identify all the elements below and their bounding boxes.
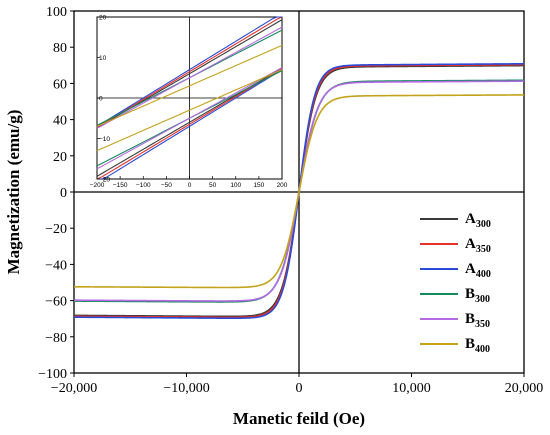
inset-y-tick-label: −10 xyxy=(99,136,110,143)
y-tick-label: −60 xyxy=(45,295,67,310)
inset-x-tick-label: −100 xyxy=(136,182,151,189)
inset-series-a350-upper xyxy=(96,16,283,128)
x-tick-label: 10,000 xyxy=(392,381,431,396)
inset-series-b350-lower xyxy=(96,67,283,170)
y-axis-title: Magnetization (emu/g) xyxy=(4,110,23,275)
inset-x-tick-label: 50 xyxy=(209,182,217,189)
y-tick-label: 0 xyxy=(60,186,67,201)
y-tick-label: 60 xyxy=(53,77,67,92)
inset-y-tick-label: 0 xyxy=(99,96,103,103)
y-tick-label: 80 xyxy=(53,41,67,56)
inset-series-b350-upper xyxy=(96,26,283,129)
inset-x-tick-label: 0 xyxy=(188,182,192,189)
inset-series-a400-upper xyxy=(96,16,282,127)
main-series-group xyxy=(73,62,525,319)
y-tick-label: 40 xyxy=(53,114,67,129)
inset-x-tick-label: 100 xyxy=(230,182,241,189)
inset-series-b400-upper xyxy=(96,44,283,127)
inset-x-tick-label: −50 xyxy=(161,182,172,189)
y-tick-label: −80 xyxy=(45,331,67,346)
x-tick-label: 0 xyxy=(296,381,303,396)
y-tick-label: −100 xyxy=(38,367,67,382)
inset-x-tick-label: 150 xyxy=(253,182,264,189)
legend-label-b300: B300 xyxy=(465,286,490,305)
legend: A300 A350 A400 B300 B350 B400 xyxy=(420,211,491,355)
legend-label-a350: A350 xyxy=(465,236,491,255)
x-tick-label: 20,000 xyxy=(505,381,544,396)
series-b400 xyxy=(74,94,524,289)
inset-x-tick-label: 200 xyxy=(277,182,288,189)
x-axis-title: Manetic feild (Oe) xyxy=(233,409,365,428)
inset-y-tick-label: 10 xyxy=(99,55,107,62)
inset-x-tick-label: −150 xyxy=(113,182,128,189)
inset-zero-axes xyxy=(97,17,282,179)
inset-x-tick-label: −200 xyxy=(90,182,105,189)
y-tick-label: 100 xyxy=(46,5,67,20)
inset-series-a350-lower xyxy=(96,68,283,180)
inset-y-tick-label: −20 xyxy=(99,177,110,184)
y-tick-label: −20 xyxy=(45,222,67,237)
inset-y-tick-label: 20 xyxy=(99,15,107,22)
y-tick-label: 20 xyxy=(53,150,67,165)
legend-label-b400: B400 xyxy=(465,336,490,355)
legend-label-a300: A300 xyxy=(465,211,491,230)
inset-series-a400-lower xyxy=(97,69,283,180)
legend-label-a400: A400 xyxy=(465,261,491,280)
y-tick-label: −40 xyxy=(45,258,67,273)
legend-label-b350: B350 xyxy=(465,311,490,330)
inset-series-group xyxy=(96,16,283,180)
x-tick-label: −20,000 xyxy=(51,381,97,396)
x-tick-label: −10,000 xyxy=(163,381,209,396)
inset-series-b400-lower xyxy=(96,69,283,152)
